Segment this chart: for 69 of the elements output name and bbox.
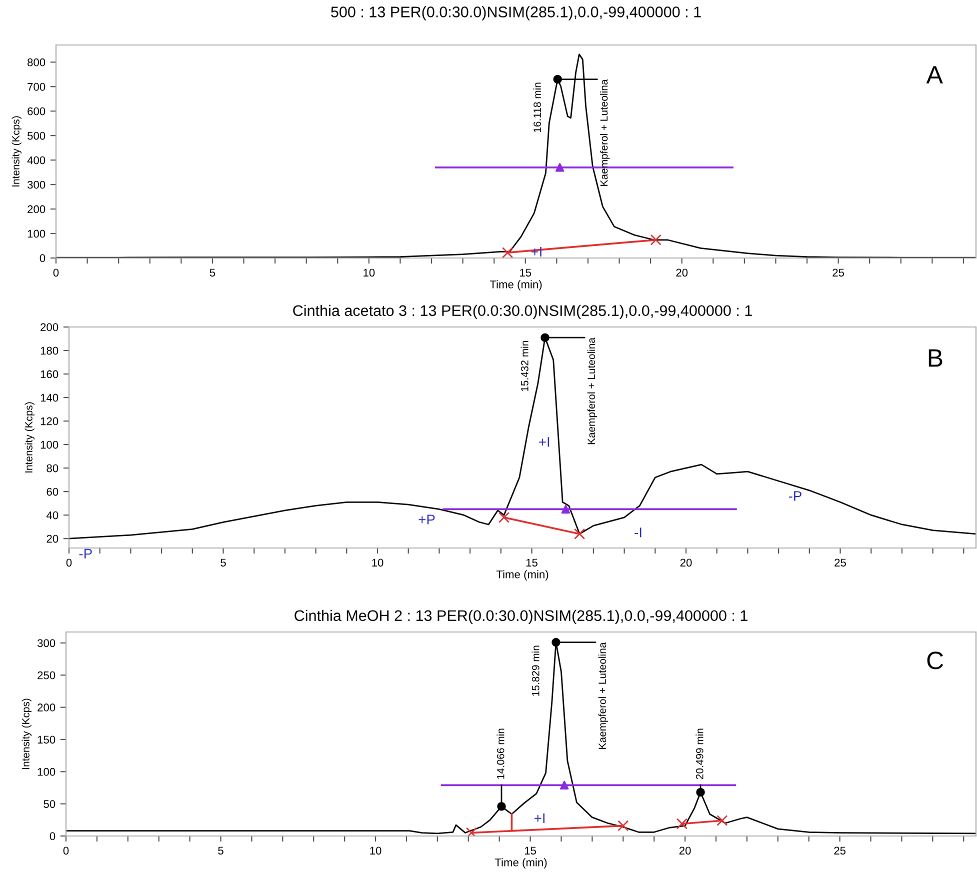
y-tick-label: 500 bbox=[27, 132, 46, 140]
y-tick-label: 300 bbox=[37, 639, 56, 648]
annotation: 20.499 min bbox=[696, 728, 704, 780]
y-tick-label: 200 bbox=[28, 205, 46, 214]
y-axis-title: Intensity (Kcps) bbox=[12, 116, 22, 186]
y-tick-label: 0 bbox=[50, 832, 56, 840]
y-tick-label: 40 bbox=[46, 511, 58, 520]
y-axis-title: Intensity (Kcps) bbox=[22, 698, 32, 769]
x-tick-label: 5 bbox=[218, 846, 224, 855]
annotation: -P bbox=[79, 548, 92, 558]
annotation: +I bbox=[534, 813, 545, 823]
y-tick-label: 100 bbox=[38, 768, 56, 776]
x-tick-label: 5 bbox=[220, 558, 226, 567]
annotation: -P bbox=[788, 491, 802, 501]
annotation: +I bbox=[539, 437, 550, 447]
x-tick-label: 15 bbox=[524, 846, 536, 855]
x-tick-label: 5 bbox=[210, 268, 216, 277]
x-axis-title: Time (min) bbox=[490, 280, 542, 291]
x-tick-label: 15 bbox=[526, 558, 538, 567]
x-tick-label: 0 bbox=[66, 558, 72, 567]
y-tick-label: 0 bbox=[40, 254, 46, 262]
annotation: 16.118 min bbox=[533, 82, 541, 132]
chart-title: 500 : 13 PER(0.0:30.0)NSIM(285.1),0.0,-99,400000 : 1 bbox=[331, 6, 701, 20]
x-tick-label: 10 bbox=[370, 846, 382, 855]
annotation: B bbox=[928, 349, 942, 367]
x-tick-label: 20 bbox=[676, 268, 688, 277]
y-tick-label: 600 bbox=[28, 107, 46, 116]
y-tick-label: 140 bbox=[40, 394, 58, 402]
x-tick-label: 25 bbox=[832, 268, 844, 277]
annotation: Kaempferol + Luteolina bbox=[600, 79, 610, 186]
annotation: A bbox=[926, 66, 943, 84]
y-tick-label: 700 bbox=[28, 82, 46, 91]
annotation: 15.829 min bbox=[532, 646, 540, 696]
x-tick-label: 25 bbox=[834, 558, 846, 567]
y-tick-label: 400 bbox=[27, 156, 46, 164]
x-axis-title: Time (min) bbox=[496, 570, 548, 581]
y-tick-label: 180 bbox=[40, 346, 58, 355]
annotation: Kaempferol + Luteolina bbox=[587, 338, 598, 444]
x-tick-label: 10 bbox=[372, 558, 384, 567]
y-tick-label: 50 bbox=[44, 800, 56, 808]
y-tick-label: 100 bbox=[40, 440, 58, 449]
x-tick-label: 25 bbox=[834, 846, 846, 855]
chart-title: Cinthia MeOH 2 : 13 PER(0.0:30.0)NSIM(285.1),0.0,-99,400000 : 1 bbox=[294, 610, 748, 624]
y-axis-title: Intensity (Kcps) bbox=[24, 402, 34, 472]
x-axis-title: Time (min) bbox=[494, 858, 547, 869]
y-tick-label: 300 bbox=[27, 180, 46, 189]
x-tick-label: 15 bbox=[520, 268, 532, 277]
y-tick-label: 20 bbox=[46, 534, 58, 543]
y-tick-label: 160 bbox=[40, 370, 58, 378]
y-tick-label: 200 bbox=[38, 704, 56, 712]
chart-title: Cinthia acetato 3 : 13 PER(0.0:30.0)NSIM(285.1),0.0,-99,400000 : 1 bbox=[293, 304, 752, 320]
y-tick-label: 200 bbox=[40, 323, 58, 332]
annotation: +P bbox=[418, 514, 435, 524]
x-tick-label: 0 bbox=[63, 846, 69, 855]
x-tick-label: 20 bbox=[679, 846, 691, 855]
y-tick-label: 80 bbox=[46, 464, 58, 472]
x-tick-label: 20 bbox=[680, 558, 692, 567]
y-tick-label: 800 bbox=[28, 58, 46, 66]
annotation: C bbox=[927, 652, 944, 670]
annotation: 15.432 min bbox=[520, 341, 528, 392]
y-tick-label: 60 bbox=[46, 488, 58, 496]
x-tick-label: 10 bbox=[364, 268, 375, 277]
y-tick-label: 120 bbox=[40, 417, 58, 426]
y-tick-label: 250 bbox=[38, 671, 56, 680]
y-tick-label: 150 bbox=[38, 736, 56, 744]
y-tick-label: 100 bbox=[28, 230, 46, 238]
annotation: -I bbox=[634, 528, 642, 538]
annotation: 14.066 min bbox=[496, 728, 504, 779]
annotation: Kaempferol + Luteolina bbox=[598, 642, 608, 749]
